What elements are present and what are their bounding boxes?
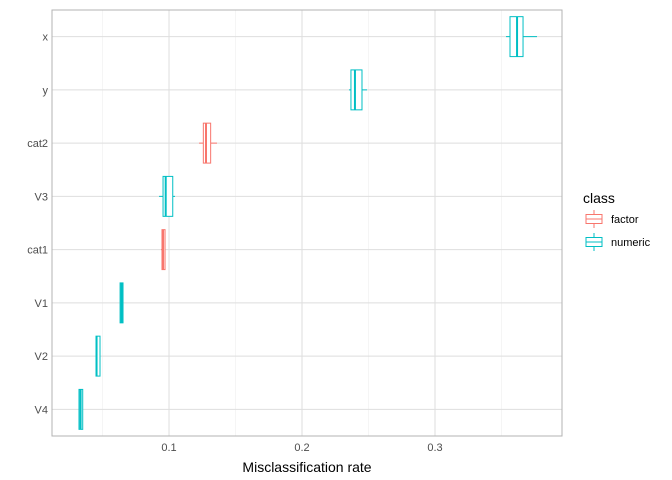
x-tick-label: 0.1 [161,442,176,454]
box-x [506,16,537,58]
box-cat2 [199,122,218,164]
y-tick-label: V2 [35,351,48,363]
y-tick-label: V3 [35,191,48,203]
x-tick-labels: 0.1 0.2 0.3 [161,442,442,454]
box-rect [350,69,363,111]
legend-key-factor: factor [585,210,639,228]
legend-title: class [583,190,615,206]
y-tick-label: y [43,85,49,97]
y-tick-label: x [43,32,49,44]
box-V3 [159,175,176,217]
panel-border [51,9,563,437]
y-tick-label: cat1 [27,245,48,257]
legend-label: factor [611,214,639,226]
box-V4 [78,388,84,430]
box-V2 [95,335,101,377]
y-tick-labels: x y cat2 V3 cat1 V1 V2 V4 [27,32,48,417]
y-tick-label: cat2 [27,138,48,150]
box-rect [162,175,174,217]
box-cat1 [161,229,166,271]
legend: class factor numeric [583,190,651,251]
y-tick-label: V4 [35,404,48,416]
legend-label: numeric [611,237,651,249]
x-axis-title: Misclassification rate [242,459,371,475]
x-tick-label: 0.3 [427,442,442,454]
y-tick-label: V1 [35,298,48,310]
grid [52,10,562,436]
legend-key-numeric: numeric [585,233,651,251]
x-tick-label: 0.2 [294,442,309,454]
box-V1 [119,282,124,324]
box-y [348,69,368,111]
boxes [78,16,537,430]
